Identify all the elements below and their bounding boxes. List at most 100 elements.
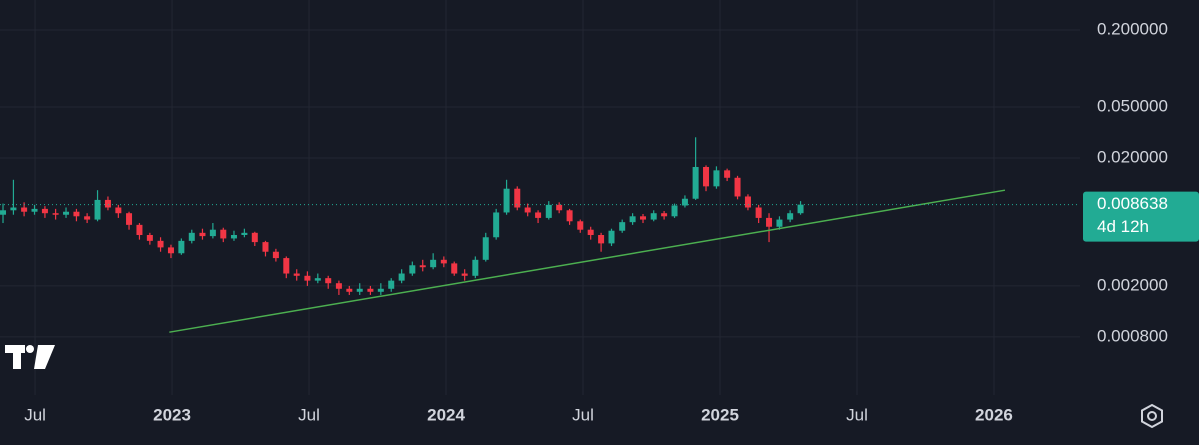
candle-body: [493, 212, 500, 238]
candle-body: [482, 237, 489, 260]
candle-body: [524, 207, 531, 213]
candle-body: [283, 258, 290, 274]
candle-body: [199, 232, 206, 237]
candle-body: [629, 216, 636, 223]
y-tick-label: 0.050000: [1097, 97, 1168, 116]
candle-body: [388, 280, 395, 289]
candle-body: [661, 213, 668, 217]
candle-body: [262, 242, 269, 252]
candle-body: [157, 240, 164, 248]
countdown-label: 4d 12h: [1097, 217, 1149, 236]
x-tick-label: Jul: [24, 405, 46, 424]
candle-body: [566, 210, 573, 222]
candle-body: [63, 211, 70, 215]
last-price-box: [1083, 191, 1199, 242]
candle-body: [21, 207, 28, 212]
candle-body: [797, 204, 804, 214]
candle-body: [356, 288, 363, 292]
candle-body: [314, 278, 321, 281]
plot-area: [0, 137, 1080, 333]
candle-body: [430, 259, 437, 268]
candle-body: [703, 166, 710, 187]
candle-body: [650, 213, 657, 220]
logo-part: [34, 345, 55, 369]
candle-body: [0, 210, 7, 215]
last-price-label: 0.008638: [1097, 194, 1168, 213]
candle-body: [126, 213, 133, 225]
x-tick-label: 2025: [701, 405, 739, 424]
candle-body: [346, 288, 353, 292]
candle-body: [419, 265, 426, 268]
candle-body: [41, 208, 48, 214]
candle-body: [188, 232, 195, 241]
x-tick-label: Jul: [298, 405, 320, 424]
candle-body: [272, 251, 279, 259]
candle-body: [545, 204, 552, 218]
candle-body: [251, 232, 258, 243]
candle-body: [409, 265, 416, 274]
candle-body: [220, 229, 227, 239]
candle-body: [335, 283, 342, 289]
candle-body: [472, 259, 479, 276]
candle-body: [577, 221, 584, 230]
grid: [0, 0, 1080, 395]
candle-body: [367, 288, 374, 292]
y-tick-label: 0.200000: [1097, 19, 1168, 38]
candle-body: [766, 217, 773, 227]
candle-body: [377, 288, 384, 292]
candle-body: [52, 213, 59, 215]
candle-body: [681, 198, 688, 206]
candle-body: [398, 273, 405, 281]
candle-body: [461, 273, 468, 276]
settings-button[interactable]: [1141, 403, 1163, 429]
candle-body: [535, 212, 542, 218]
candle-body: [10, 207, 17, 211]
candle-body: [671, 205, 678, 217]
candle-body: [104, 199, 111, 208]
candle-body: [776, 219, 783, 227]
candle-body: [619, 222, 626, 231]
candle-body: [209, 229, 216, 237]
candle-body: [608, 230, 615, 244]
candle-body: [94, 199, 101, 220]
y-tick-label: 0.020000: [1097, 147, 1168, 166]
candle-body: [755, 207, 762, 218]
candle-body: [598, 234, 605, 244]
logo: [5, 345, 55, 369]
candle-body: [724, 170, 731, 178]
logo-part: [13, 345, 21, 369]
candle-body: [734, 177, 741, 197]
candle-body: [178, 240, 185, 254]
settings-hexagon: [1141, 403, 1163, 429]
axes: 0.200000 0.050000 0.020000 0.002000 0.000800…: [24, 19, 1199, 424]
y-tick-label: 0.000800: [1097, 326, 1168, 345]
trendline: [169, 189, 1006, 333]
candle-body: [325, 278, 332, 284]
candle-body: [136, 224, 143, 235]
candle-body: [293, 273, 300, 276]
candle-body: [230, 234, 237, 239]
x-tick-label: Jul: [572, 405, 594, 424]
settings-circle: [1147, 411, 1157, 421]
candle-body: [84, 216, 91, 220]
candle-body: [73, 211, 80, 217]
candle-body: [514, 188, 521, 208]
candle-body: [304, 275, 311, 281]
candle-body: [31, 208, 38, 212]
x-tick-label: 2026: [975, 405, 1013, 424]
x-tick-label: 2024: [427, 405, 465, 424]
candle-body: [146, 234, 153, 241]
candle-body: [167, 247, 174, 254]
candle-body: [640, 216, 647, 220]
candle-body: [587, 229, 594, 235]
candle-body: [451, 263, 458, 274]
x-tick-label: Jul: [846, 405, 868, 424]
candle-body: [744, 196, 751, 208]
candle-body: [241, 232, 248, 235]
y-tick-label: 0.002000: [1097, 275, 1168, 294]
candle-body: [713, 170, 720, 187]
candle-body: [503, 188, 510, 213]
